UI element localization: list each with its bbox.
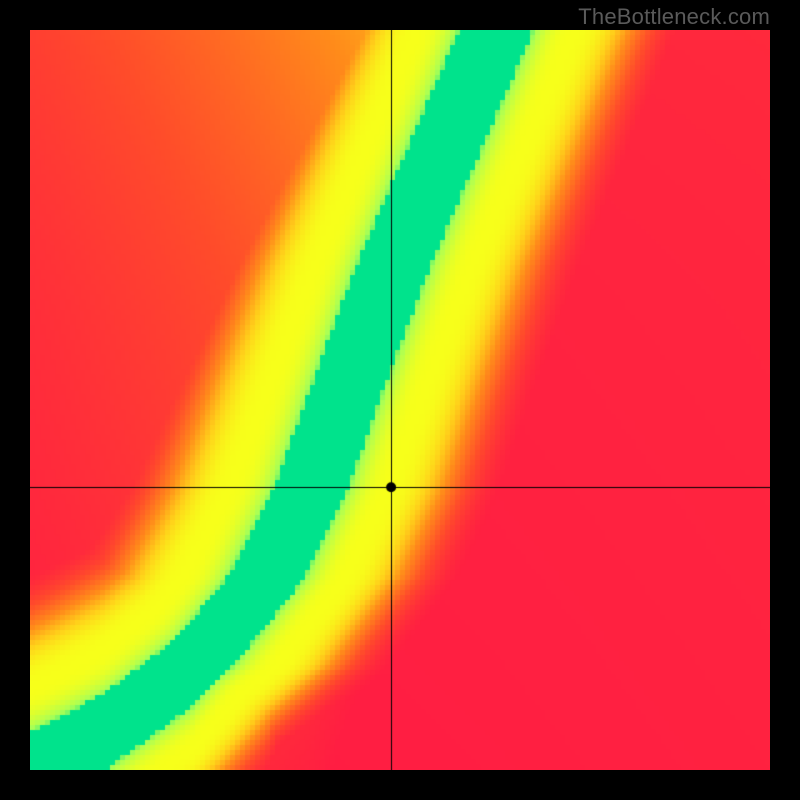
chart-container: TheBottleneck.com (0, 0, 800, 800)
watermark-label: TheBottleneck.com (578, 4, 770, 30)
bottleneck-heatmap (30, 30, 770, 770)
